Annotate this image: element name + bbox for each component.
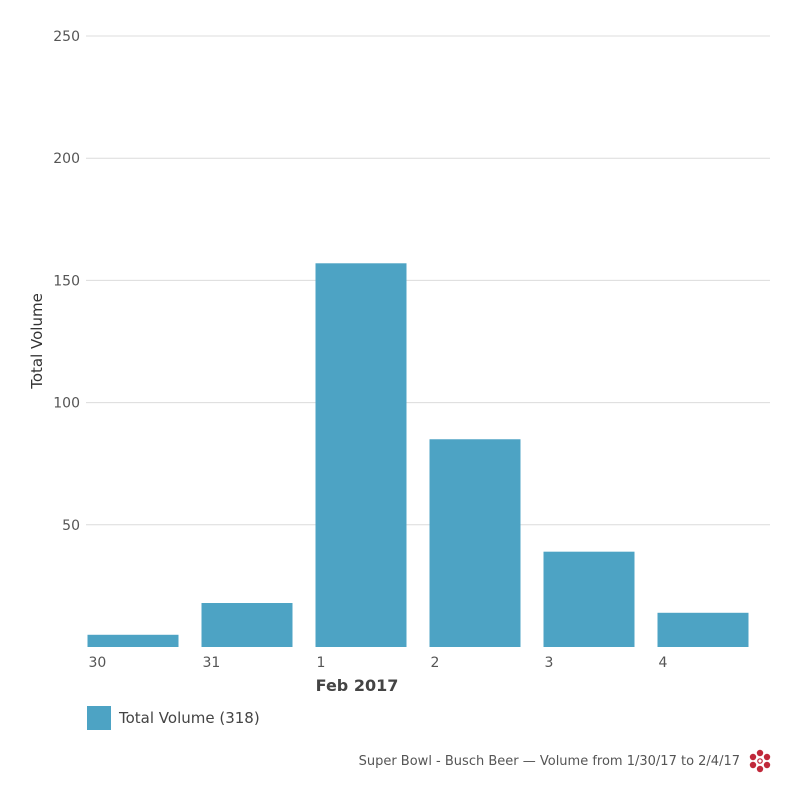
y-tick-label: 250 [53,29,80,45]
x-tick-label: 31 [203,655,221,671]
x-tick-label: 4 [659,655,668,671]
y-tick-label: 150 [53,273,80,289]
legend-swatch [87,706,111,730]
footer-caption: Super Bowl - Busch Beer — Volume from 1/… [358,753,740,769]
dots-flower-icon [749,749,771,773]
x-tick-label: 3 [545,655,554,671]
y-tick-label: 50 [62,518,80,534]
gridlines [86,35,770,526]
x-axis-group-label: Feb 2017 [316,676,399,695]
x-tick-label: 2 [431,655,440,671]
y-axis-label: Total Volume [28,293,46,390]
legend: Total Volume (318) [87,706,260,730]
bar[interactable] [315,263,407,647]
y-tick-label: 100 [53,396,80,412]
legend-label: Total Volume (318) [119,709,260,727]
x-tick-label: 30 [89,655,107,671]
y-tick-label: 200 [53,151,80,167]
footer: Super Bowl - Busch Beer — Volume from 1/… [359,749,772,773]
x-tick-label: 1 [317,655,326,671]
bar[interactable] [657,612,749,647]
bars [87,263,749,647]
y-axis-ticks: 50 100 150 200 250 [53,29,80,534]
x-axis-ticks: 30 31 1 2 3 4 [89,655,668,671]
bar[interactable] [429,439,521,647]
bar[interactable] [543,551,635,647]
bar-chart: 50 100 150 200 250 30 31 1 2 3 4 Total Volume Feb… [28,29,770,695]
bar[interactable] [87,634,179,647]
bar[interactable] [201,603,293,647]
